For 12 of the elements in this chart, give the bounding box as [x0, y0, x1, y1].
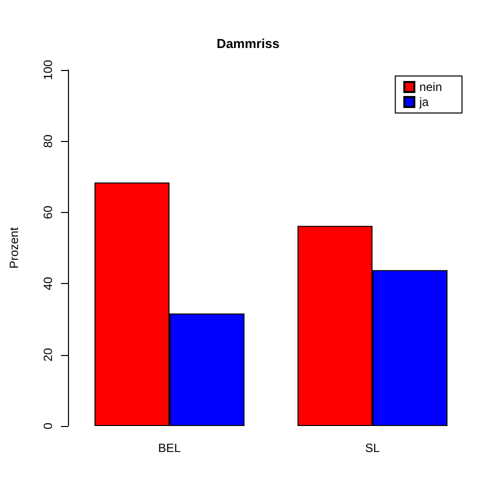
legend-label: ja: [418, 95, 429, 109]
y-tick-label: 60: [41, 205, 55, 220]
chart-title: Dammriss: [216, 36, 280, 51]
x-tick-label: BEL: [158, 441, 182, 455]
x-tick-label: SL: [365, 441, 380, 455]
legend-label: nein: [419, 80, 442, 94]
y-tick-label: 100: [41, 60, 55, 80]
y-tick-label: 20: [41, 348, 55, 362]
y-tick-label: 40: [41, 276, 55, 290]
y-tick-label: 0: [41, 422, 55, 430]
y-tick-label: 80: [41, 134, 55, 148]
y-axis-title: Prozent: [7, 226, 21, 269]
